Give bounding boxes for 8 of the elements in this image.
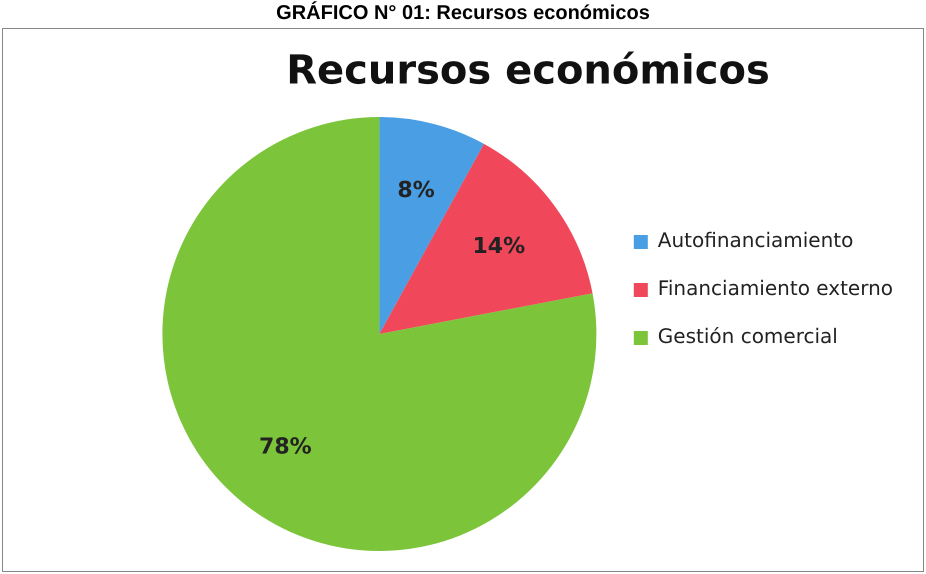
text: GRÁFICO N° 01: Recursos económicos (275, 0, 651, 26)
legend-label: Gestión comercial (658, 324, 838, 348)
data-label: 8% (397, 178, 435, 203)
data-label: 14% (472, 234, 526, 259)
legend-label: Autofinanciamiento (658, 228, 854, 252)
chart-title: Recursos económicos (286, 47, 770, 94)
data-label: 78% (259, 434, 312, 460)
legend-label: Financiamiento externo (658, 276, 894, 300)
